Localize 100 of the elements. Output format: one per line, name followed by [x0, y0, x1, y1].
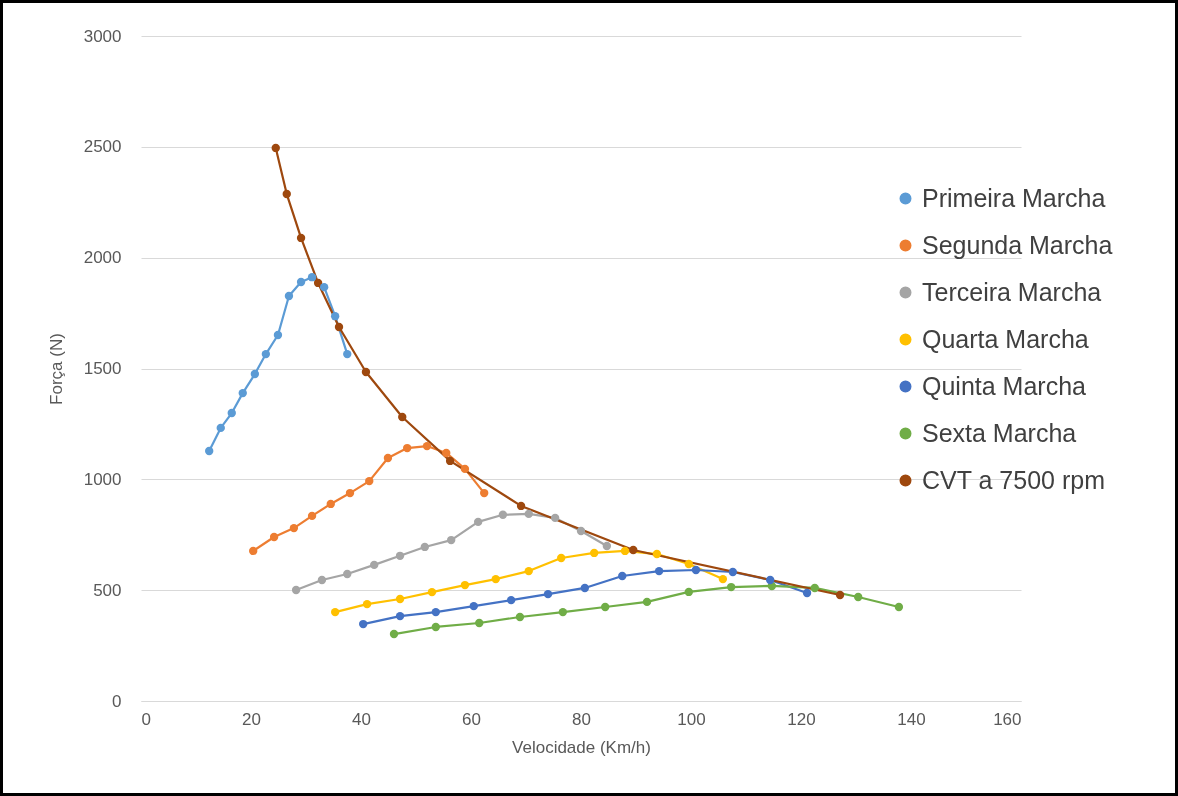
point — [602, 541, 612, 551]
point — [269, 532, 279, 542]
y-tick-label: 1000 — [83, 469, 122, 489]
point — [691, 565, 701, 575]
point — [330, 607, 340, 617]
point — [361, 367, 371, 377]
point — [460, 464, 470, 474]
point — [469, 601, 478, 611]
point — [291, 585, 301, 595]
point — [618, 571, 627, 581]
x-tick-label: 80 — [572, 709, 591, 729]
point — [802, 588, 812, 598]
point — [313, 278, 323, 288]
point — [282, 189, 291, 199]
point — [362, 599, 372, 609]
point — [498, 510, 508, 519]
point — [475, 618, 484, 628]
point — [216, 423, 225, 433]
point — [642, 597, 652, 607]
point — [576, 526, 586, 536]
point — [296, 277, 306, 287]
point — [557, 553, 566, 563]
point — [580, 583, 590, 593]
point — [370, 560, 379, 570]
point — [427, 587, 437, 597]
point — [296, 233, 306, 243]
point — [728, 567, 737, 577]
point — [516, 501, 526, 511]
point — [558, 607, 568, 617]
point — [343, 569, 352, 579]
point — [403, 443, 412, 453]
x-axis-title: Velocidade (Km/h) — [512, 737, 651, 757]
x-tick-label: 160 — [993, 709, 1022, 729]
point — [629, 545, 638, 555]
y-tick-label: 3000 — [83, 26, 122, 46]
point — [726, 582, 736, 592]
point — [524, 509, 533, 519]
point — [506, 595, 516, 605]
point — [395, 611, 405, 621]
point — [326, 499, 335, 509]
point — [330, 312, 340, 321]
point — [480, 488, 489, 498]
point — [317, 575, 327, 585]
point — [835, 590, 845, 600]
point — [420, 542, 429, 552]
point — [307, 511, 317, 521]
point — [261, 349, 271, 359]
x-tick-label: 40 — [352, 709, 371, 729]
point — [205, 446, 214, 456]
point — [307, 273, 317, 282]
point — [398, 412, 407, 422]
point — [343, 349, 352, 359]
point — [359, 619, 368, 629]
point — [684, 559, 693, 569]
point — [590, 548, 599, 558]
point — [334, 322, 344, 332]
legend-label: CVT a 7500 rpm — [922, 465, 1105, 494]
y-tick-label: 500 — [93, 580, 122, 600]
point — [601, 602, 610, 612]
point — [810, 583, 819, 593]
x-tick-label: 120 — [787, 709, 816, 729]
point — [273, 330, 283, 340]
x-tick-label: 20 — [242, 709, 261, 729]
point — [365, 476, 374, 486]
point — [345, 488, 355, 498]
point — [766, 575, 775, 585]
point — [550, 513, 560, 523]
point — [238, 388, 247, 398]
point — [431, 622, 440, 632]
x-tick-label: 0 — [141, 709, 151, 729]
point — [460, 580, 470, 590]
point — [684, 587, 693, 597]
point — [422, 441, 432, 451]
point — [473, 517, 483, 527]
point — [718, 574, 728, 584]
point — [447, 535, 456, 545]
legend-label: Terceira Marcha — [922, 277, 1102, 306]
y-tick-label: 2000 — [83, 248, 122, 268]
x-tick-label: 140 — [897, 709, 926, 729]
point — [491, 574, 500, 584]
point — [515, 612, 525, 622]
point — [289, 523, 299, 533]
legend-label: Quarta Marcha — [922, 324, 1089, 353]
point — [543, 589, 553, 599]
x-tick-label: 60 — [462, 709, 481, 729]
y-tick-label: 0 — [112, 691, 122, 711]
legend-label: Segunda Marcha — [922, 230, 1113, 259]
point — [284, 291, 294, 301]
point — [524, 566, 533, 576]
legend-label: Primeira Marcha — [922, 183, 1106, 212]
legend-label: Sexta Marcha — [922, 418, 1077, 447]
point — [854, 592, 863, 602]
point — [431, 607, 440, 617]
legend-label: Quinta Marcha — [922, 371, 1087, 400]
y-tick-label: 2500 — [83, 137, 122, 157]
point — [442, 448, 451, 458]
point — [620, 546, 630, 556]
y-axis-title: Força (N) — [46, 333, 66, 405]
point — [271, 143, 280, 153]
point — [249, 546, 258, 556]
